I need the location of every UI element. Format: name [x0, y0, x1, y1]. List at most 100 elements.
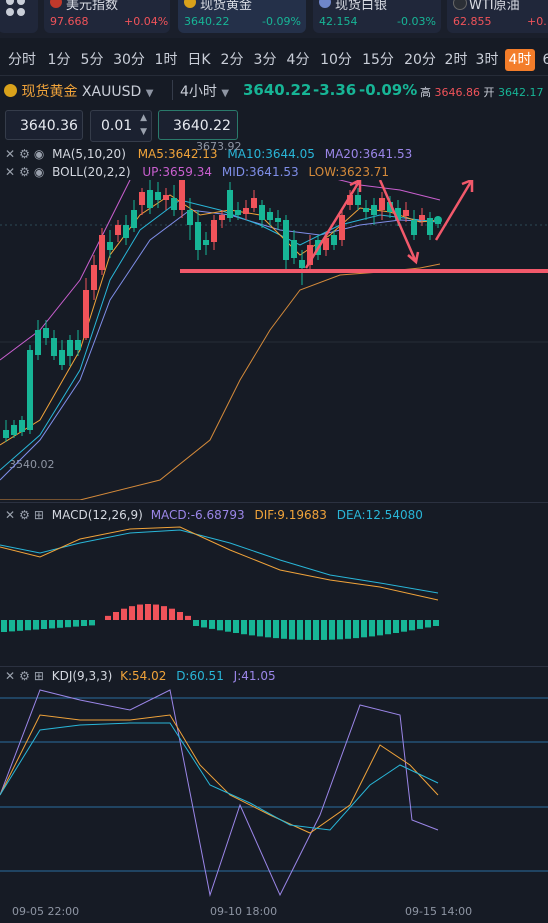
settings-icon[interactable]: ⚙	[19, 165, 30, 179]
tab-15min[interactable]: 15分	[362, 52, 394, 68]
lot-stepper[interactable]: 0.01 ▲ ▼	[90, 110, 152, 142]
chevron-down-icon[interactable]: ▼	[140, 127, 147, 137]
oil-icon	[453, 0, 467, 10]
tab-6h[interactable]: 6	[542, 52, 548, 68]
candlestick-chart[interactable]	[0, 180, 548, 500]
tab-2h[interactable]: 2时	[444, 52, 468, 68]
boll-mid-value: MID:3641.53	[221, 165, 299, 179]
macd-bar	[337, 620, 343, 640]
tab-20min[interactable]: 20分	[404, 52, 436, 68]
period-selector[interactable]: 4小时 ▼	[180, 81, 229, 103]
macd-bar	[345, 620, 351, 639]
candle-body	[299, 260, 305, 268]
candle-body	[195, 222, 201, 250]
quote-change: +0.04%	[124, 15, 169, 28]
macd-bar	[81, 620, 87, 626]
tab-5min[interactable]: 5分	[80, 52, 104, 68]
candle-body	[259, 205, 265, 220]
candle-body	[19, 420, 25, 432]
price-change-pct: -0.09%	[359, 81, 418, 99]
tab-3h[interactable]: 3时	[475, 52, 499, 68]
candle-body	[11, 425, 17, 435]
macd-bar	[369, 620, 375, 637]
tab-30min[interactable]: 30分	[113, 52, 145, 68]
ma10-line	[0, 199, 441, 471]
divider	[0, 75, 548, 76]
tab-daily[interactable]: 日K	[187, 52, 211, 68]
high-mark-label: 3673.92	[196, 140, 242, 153]
macd-bar	[89, 620, 95, 626]
grid-menu-icon[interactable]	[4, 0, 28, 19]
quote-card-gold[interactable]: 现货黄金 3640.22 -0.09%	[178, 0, 306, 33]
date-label: 09-05 22:00	[12, 905, 80, 918]
tab-4h[interactable]: 4时	[505, 49, 535, 71]
tab-1min[interactable]: 1分	[47, 52, 71, 68]
close-icon[interactable]: ✕	[5, 165, 16, 179]
tab-timeshare[interactable]: 分时	[8, 52, 36, 68]
candle-body	[115, 225, 121, 235]
settings-icon[interactable]: ⚙	[19, 669, 30, 683]
lot-value[interactable]: 0.01	[101, 118, 133, 134]
arrow-head-icon	[461, 180, 474, 192]
macd-chart[interactable]	[0, 525, 548, 665]
macd-legend: ✕ ⚙ ⊞ MACD(12,26,9) MACD:-6.68793 DIF:9.19…	[5, 507, 423, 523]
instrument-selector[interactable]: 现货黄金 XAUUSD ▼	[4, 81, 153, 103]
tab-2min[interactable]: 2分	[220, 52, 244, 68]
tab-4min[interactable]: 4分	[286, 52, 310, 68]
close-icon[interactable]: ✕	[5, 508, 16, 522]
buy-price-button[interactable]: 3640.22	[158, 110, 238, 140]
usd-flag-icon	[50, 0, 62, 8]
candle-body	[203, 240, 209, 245]
macd-bar	[225, 620, 231, 632]
candle-body	[43, 328, 49, 338]
candle-body	[419, 215, 425, 220]
eye-icon[interactable]: ◉	[33, 165, 45, 179]
macd-bar	[393, 620, 399, 633]
macd-bar	[17, 620, 23, 631]
settings-icon[interactable]: ⚙	[19, 147, 30, 161]
last-price: 3640.22	[243, 81, 312, 99]
tab-1h[interactable]: 1时	[154, 52, 178, 68]
ma10-value: MA10:3644.05	[227, 147, 315, 161]
boll-lines	[0, 180, 441, 500]
sell-price-button[interactable]: 3640.36	[5, 110, 83, 140]
quote-card-usd-index[interactable]: 美元指数 97.668 +0.04%	[44, 0, 170, 33]
kdj-chart[interactable]	[0, 685, 548, 903]
candle-body	[267, 212, 273, 220]
divider	[172, 80, 173, 100]
macd-bars	[1, 604, 439, 640]
menu-card[interactable]	[0, 0, 38, 33]
candle-body	[251, 198, 257, 208]
tab-10min[interactable]: 10分	[320, 52, 352, 68]
candle-body	[75, 340, 81, 350]
tab-3min[interactable]: 3分	[253, 52, 277, 68]
macd-label: MACD(12,26,9)	[51, 508, 143, 522]
candle-body	[27, 350, 33, 430]
candle-body	[339, 215, 345, 240]
chevron-up-icon[interactable]: ▲	[140, 113, 147, 123]
candle-body	[67, 340, 73, 356]
macd-bar	[65, 620, 71, 628]
caret-down-icon: ▼	[221, 88, 230, 99]
candle-body	[59, 350, 65, 365]
candle-body	[235, 210, 241, 215]
quote-card-silver[interactable]: 现货白银 42.154 -0.03%	[313, 0, 441, 33]
close-icon[interactable]: ✕	[5, 147, 16, 161]
close-icon[interactable]: ✕	[5, 669, 16, 683]
gold-icon	[4, 84, 17, 97]
expand-icon[interactable]: ⊞	[33, 669, 44, 683]
quote-change: +0.	[527, 15, 547, 28]
candle-body	[363, 208, 369, 212]
high-open-stats: 高 3646.86 开 3642.17	[420, 84, 544, 106]
candle-body	[171, 198, 177, 210]
macd-bar	[377, 620, 383, 636]
settings-icon[interactable]: ⚙	[19, 508, 30, 522]
eye-icon[interactable]: ◉	[33, 147, 45, 161]
expand-icon[interactable]: ⊞	[33, 508, 44, 522]
macd-bar	[193, 620, 199, 626]
macd-bar	[161, 606, 167, 620]
macd-bar	[257, 620, 263, 637]
silver-icon	[319, 0, 331, 8]
quote-card-wti[interactable]: WTI原油 62.855 +0.	[447, 0, 548, 33]
dea-line	[0, 529, 439, 594]
